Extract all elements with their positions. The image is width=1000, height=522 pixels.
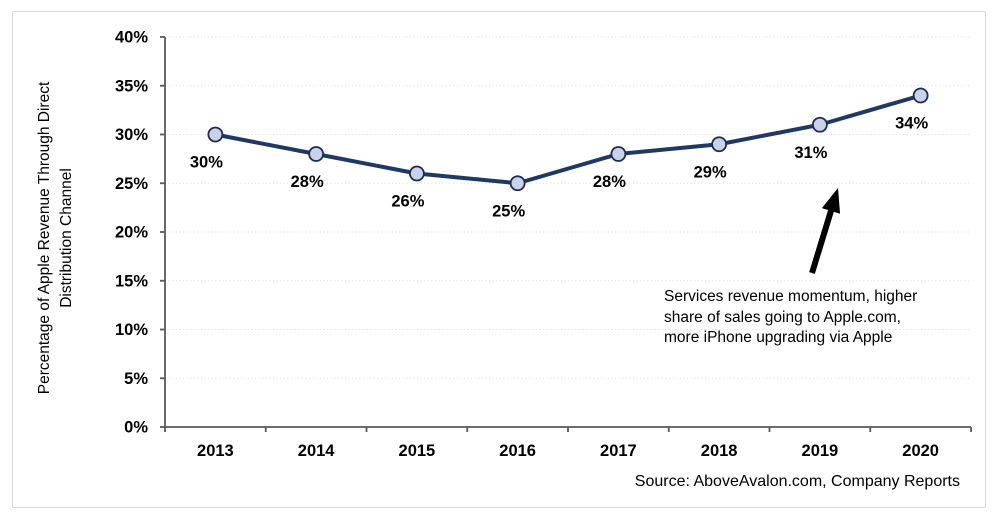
x-axis-category-label: 2019 bbox=[802, 442, 839, 460]
data-point-marker bbox=[207, 126, 224, 143]
annotation-line: share of sales going to Apple.com, bbox=[664, 308, 901, 326]
data-point-marker bbox=[308, 146, 325, 162]
x-axis-category-label: 2018 bbox=[701, 442, 738, 460]
data-point-marker bbox=[912, 87, 929, 104]
data-point-marker bbox=[408, 165, 425, 182]
y-axis-tick-label: 35% bbox=[115, 77, 148, 95]
data-point-marker bbox=[509, 175, 526, 192]
x-axis-category-label: 2016 bbox=[499, 442, 536, 460]
x-axis-category-label: 2014 bbox=[298, 442, 336, 460]
data-point-marker bbox=[610, 146, 627, 162]
data-point-marker bbox=[711, 136, 728, 153]
x-axis-category-label: 2020 bbox=[902, 442, 939, 460]
annotation-text: Services revenue momentum, higher share … bbox=[664, 287, 964, 349]
data-point-marker bbox=[811, 116, 828, 133]
data-point-label: 28% bbox=[593, 173, 626, 191]
annotation-arrow-head bbox=[821, 188, 841, 214]
data-point-label: 34% bbox=[895, 115, 928, 133]
data-point-label: 29% bbox=[694, 163, 727, 181]
x-axis-category-label: 2017 bbox=[600, 442, 637, 460]
annotation-arrow-shaft bbox=[809, 208, 835, 274]
y-axis-tick-label: 25% bbox=[115, 175, 148, 193]
y-axis-title-line: Percentage of Apple Revenue Through Dire… bbox=[36, 81, 53, 395]
y-axis-title: Percentage of Apple Revenue Through Dire… bbox=[34, 28, 80, 448]
y-axis-title-line: Distribution Channel bbox=[58, 168, 75, 308]
y-axis-tick-label: 0% bbox=[124, 419, 148, 437]
data-point-label: 26% bbox=[391, 193, 424, 211]
data-point-label: 31% bbox=[794, 144, 827, 162]
data-point-label: 25% bbox=[492, 202, 525, 220]
series-line bbox=[213, 93, 923, 186]
y-axis-tick-label: 20% bbox=[115, 224, 148, 242]
y-axis-tick-label: 10% bbox=[115, 321, 148, 339]
source-text: Source: AboveAvalon.com, Company Reports bbox=[634, 473, 960, 490]
data-point-label: 30% bbox=[190, 154, 223, 172]
y-axis-tick-label: 30% bbox=[115, 126, 148, 144]
x-axis-category-label: 2015 bbox=[399, 442, 436, 460]
y-axis-tick-label: 5% bbox=[124, 370, 148, 388]
x-axis-category-label: 2013 bbox=[197, 442, 234, 460]
y-axis-tick-label: 40% bbox=[115, 29, 148, 47]
annotation-line: more iPhone upgrading via Apple bbox=[664, 329, 893, 346]
y-axis-tick-label: 15% bbox=[115, 272, 148, 290]
annotation-line: Services revenue momentum, higher bbox=[664, 288, 918, 305]
data-point-label: 28% bbox=[291, 173, 324, 191]
chart-frame bbox=[12, 11, 986, 508]
